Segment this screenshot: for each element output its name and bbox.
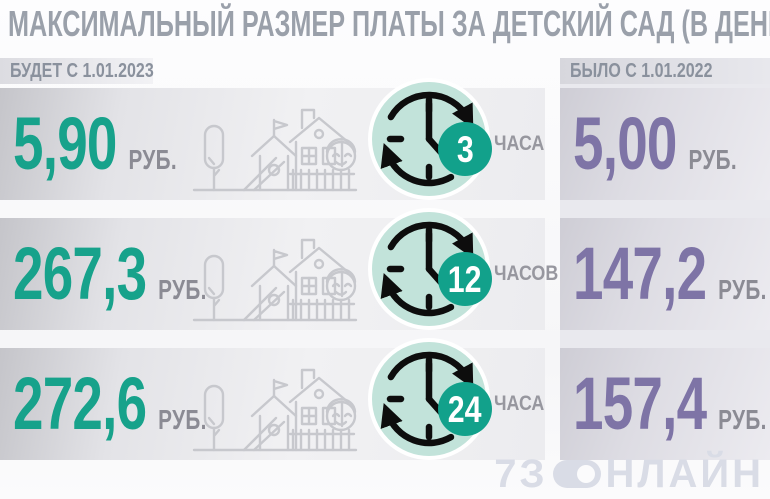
hours-badge: 24 <box>438 382 492 436</box>
old-price-cell: 147,2 РУБ. <box>560 218 770 330</box>
old-price: 5,00 РУБ. <box>573 107 737 181</box>
table-row: 272,6 РУБ. 24 ЧАСА 157,4 РУБ. <box>0 338 770 460</box>
hours-value: 24 <box>448 388 482 430</box>
hours-label: ЧАСА <box>494 392 545 415</box>
old-price-cell: 5,00 РУБ. <box>560 88 770 200</box>
hours-value: 12 <box>448 258 482 300</box>
header-old-column: БЫЛО С 1.01.2022 <box>560 58 770 84</box>
old-price-value: 5,00 <box>573 102 677 185</box>
old-price: 147,2 РУБ. <box>573 237 767 311</box>
currency-label: РУБ. <box>158 404 207 435</box>
hours-value: 3 <box>456 128 474 170</box>
header-old-label: БЫЛО С 1.01.2022 <box>570 59 713 82</box>
table-row: 5,90 РУБ. 3 ЧАСА 5,00 РУБ. <box>0 78 770 200</box>
currency-label: РУБ. <box>128 144 178 175</box>
currency-label: РУБ. <box>158 274 207 305</box>
page-title: МАКСИМАЛЬНЫЙ РАЗМЕР ПЛАТЫ ЗА ДЕТСКИЙ САД… <box>8 3 770 44</box>
hours-badge: 3 <box>438 122 492 176</box>
old-price-value: 157,4 <box>573 362 707 445</box>
new-price: 272,6 РУБ. <box>13 367 207 441</box>
currency-label: РУБ. <box>688 144 738 175</box>
logo-dot <box>576 465 595 483</box>
new-price-value: 5,90 <box>13 102 117 185</box>
header-new-label: БУДЕТ С 1.01.2023 <box>10 59 154 82</box>
old-price-cell: 157,4 РУБ. <box>560 348 770 460</box>
header-new-column: БУДЕТ С 1.01.2023 <box>0 58 154 84</box>
new-price: 5,90 РУБ. <box>13 107 177 181</box>
table-row: 267,3 РУБ. 12 ЧАСОВ 147,2 РУБ. <box>0 208 770 330</box>
brand-logo: 7З НЛАЙН <box>494 454 764 494</box>
new-price: 267,3 РУБ. <box>13 237 207 311</box>
currency-label: РУБ. <box>718 404 767 435</box>
logo-suffix: НЛАЙН <box>605 452 764 496</box>
currency-label: РУБ. <box>718 274 767 305</box>
hours-badge: 12 <box>438 252 492 306</box>
new-price-value: 272,6 <box>13 362 147 445</box>
new-price-value: 267,3 <box>13 232 147 315</box>
old-price: 157,4 РУБ. <box>573 367 767 441</box>
hours-label: ЧАСА <box>494 132 545 155</box>
hours-label: ЧАСОВ <box>494 262 559 285</box>
logo-prefix: 7З <box>494 452 548 496</box>
logo-o-icon <box>552 460 601 488</box>
old-price-value: 147,2 <box>573 232 707 315</box>
